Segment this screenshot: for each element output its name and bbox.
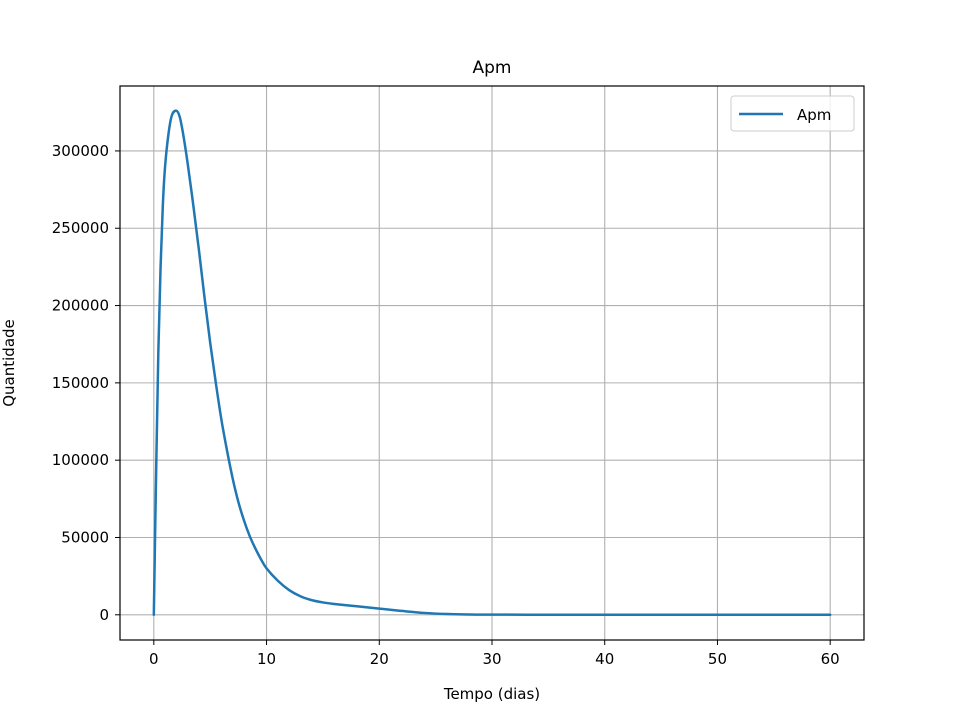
chart-title: Apm: [473, 58, 512, 78]
x-tick-label: 10: [257, 650, 276, 668]
legend-box: [730, 95, 855, 132]
y-tick-label: 300000: [52, 142, 109, 160]
x-tick-label: 20: [370, 650, 389, 668]
y-tick-label: 200000: [52, 297, 109, 315]
legend: Apm: [730, 95, 855, 132]
series-line-apm: [152, 109, 832, 617]
grid: [120, 86, 864, 640]
y-tick-label: 100000: [52, 451, 109, 469]
plot-frame: [119, 85, 865, 641]
y-tick-label: 150000: [52, 374, 109, 392]
y-tick-label: 250000: [52, 219, 109, 237]
x-axis-label: Tempo (dias): [443, 685, 540, 703]
axis-ticks: 0 10 20 30 40 50 60 0 50000 100000 150000 200000 250…: [52, 142, 840, 668]
series-layer: [152, 109, 832, 617]
x-tick-label: 40: [595, 650, 614, 668]
x-tick-label: 0: [149, 650, 159, 668]
y-tick-label: 0: [99, 606, 109, 624]
x-tick-label: 30: [482, 650, 501, 668]
x-tick-label: 60: [821, 650, 840, 668]
x-tick-label: 50: [708, 650, 727, 668]
y-axis-label: Quantidade: [0, 319, 18, 407]
legend-label: Apm: [797, 106, 831, 124]
y-tick-label: 50000: [61, 528, 109, 546]
